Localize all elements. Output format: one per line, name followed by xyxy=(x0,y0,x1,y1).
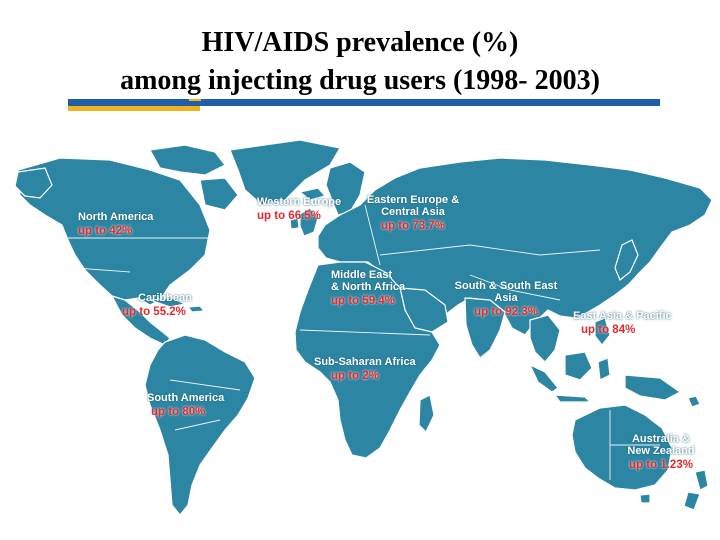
landmass-greenland xyxy=(229,139,341,206)
border-sahel xyxy=(299,329,431,336)
region-prevalence: up to 92.3% xyxy=(474,306,538,318)
landmass-africa xyxy=(294,261,441,459)
landmass-south-america xyxy=(144,334,256,516)
region-prevalence: up to 80% xyxy=(151,406,206,418)
landmass-iceland xyxy=(298,187,327,201)
landmass-cuba xyxy=(149,297,187,308)
landmass-tasmania xyxy=(639,493,651,504)
border-usa-mexico xyxy=(74,267,131,273)
region-prevalence: up to 42% xyxy=(78,225,133,237)
region-south-america: South America up to 80% xyxy=(147,392,224,418)
border-china-south xyxy=(469,274,561,301)
region-australia-new-zealand: Australia & New Zealand up to 1.23% xyxy=(616,433,706,471)
region-name: Sub-Saharan Africa xyxy=(314,356,416,368)
region-prevalence: up to 2% xyxy=(331,370,379,382)
landmass-pacific-islands xyxy=(687,395,701,408)
region-east-asia-pacific: East Asia & Pacific up to 84% xyxy=(573,310,672,336)
region-prevalence: up to 59.4% xyxy=(331,295,395,307)
landmass-new-zealand-north xyxy=(694,469,709,491)
region-western-europe: Western Europe up to 66.5% xyxy=(257,196,341,222)
region-south-southeast-asia: South & South East Asia up to 92.3% xyxy=(446,280,566,318)
title-line-1: HIV/AIDS prevalence (%) xyxy=(201,27,519,58)
region-name: Western Europe xyxy=(257,196,342,208)
region-sub-saharan-africa: Sub-Saharan Africa up to 2% xyxy=(314,356,416,382)
landmass-central-america xyxy=(110,295,171,346)
landmass-sulawesi xyxy=(597,357,611,381)
landmass-borneo xyxy=(564,351,593,381)
region-prevalence: up to 1.23% xyxy=(629,459,693,471)
region-name: South America xyxy=(147,392,225,404)
region-name: Australia & New Zealand xyxy=(627,433,695,457)
region-name: North America xyxy=(78,211,154,223)
title-underline-gold-accent xyxy=(189,99,201,101)
landmass-java xyxy=(553,394,592,403)
landmass-hispaniola xyxy=(186,305,206,313)
landmass-arctic-islands xyxy=(149,144,226,176)
landmass-new-zealand-south xyxy=(683,491,701,511)
title-line-2: among injecting drug users (1998- 2003) xyxy=(120,65,600,96)
landmass-philippines xyxy=(594,317,611,346)
region-name: Middle East & North Africa xyxy=(331,269,406,293)
region-middle-east-north-africa: Middle East & North Africa up to 59.4% xyxy=(331,269,405,307)
region-name: East Asia & Pacific xyxy=(573,310,672,322)
landmass-north-america xyxy=(17,157,211,306)
landmass-madagascar xyxy=(418,394,435,434)
region-name: Caribbean xyxy=(138,292,192,304)
landmass-japan xyxy=(614,239,639,281)
landmass-indochina xyxy=(529,314,561,363)
region-north-america: North America up to 42% xyxy=(78,211,153,237)
landmass-ireland xyxy=(289,217,300,230)
region-name: South & South East Asia xyxy=(454,280,558,304)
region-prevalence: up to 55.2% xyxy=(122,306,186,318)
region-prevalence: up to 73.7% xyxy=(381,220,445,232)
region-eastern-europe-central-asia: Eastern Europe & Central Asia up to 73.7… xyxy=(363,194,463,232)
landmass-new-guinea xyxy=(624,374,682,401)
border-russia-kazakh-china xyxy=(379,244,601,256)
landmass-uk xyxy=(299,207,319,237)
region-prevalence: up to 66.5% xyxy=(257,210,321,222)
landmass-australia xyxy=(571,404,673,491)
border-australia xyxy=(609,410,660,480)
landmass-baffin xyxy=(199,177,239,211)
border-south-america xyxy=(169,379,241,431)
title-underline-gold xyxy=(68,106,200,111)
region-prevalence: up to 84% xyxy=(581,324,636,336)
landmass-india xyxy=(464,297,506,359)
region-name: Eastern Europe & Central Asia xyxy=(366,194,460,218)
landmass-sumatra xyxy=(528,363,559,393)
title-underline-blue xyxy=(68,99,660,106)
region-caribbean: Caribbean up to 55.2% xyxy=(122,292,192,318)
border-europe-russia xyxy=(364,204,381,266)
landmass-alaska xyxy=(14,167,53,199)
